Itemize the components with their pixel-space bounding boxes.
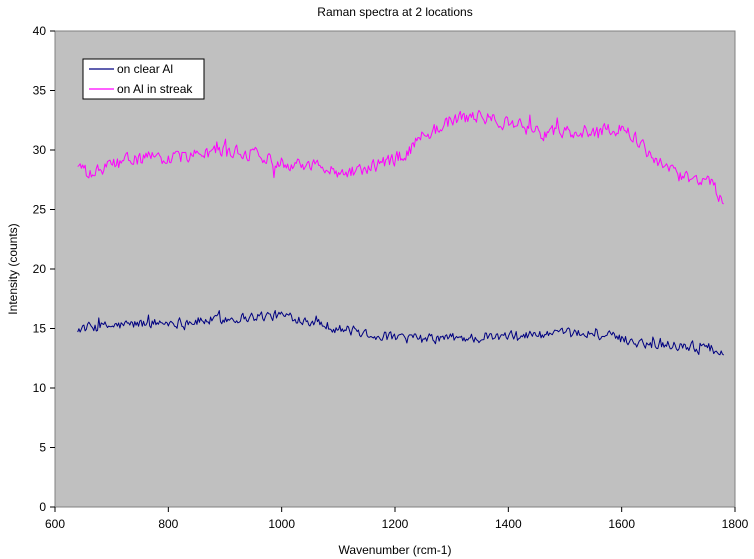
x-tick-label: 1800 [722,517,749,531]
y-tick-label: 40 [33,24,47,38]
series-line-streak-al [77,109,724,205]
x-tick-label: 1000 [268,517,295,531]
x-tick-label: 800 [158,517,178,531]
x-tick-label: 1400 [495,517,522,531]
x-tick-label: 600 [45,517,65,531]
y-axis-ticks: 0 5 10 15 20 25 30 35 40 [33,24,55,514]
x-tick-label: 1600 [608,517,635,531]
y-tick-label: 0 [39,500,46,514]
legend-box [82,58,205,100]
y-tick-label: 15 [33,322,47,336]
series-line-clear-al [77,310,724,356]
legend-label-clear-al: on clear Al [117,62,173,76]
plot-area [54,30,736,508]
y-tick-label: 30 [33,143,47,157]
x-axis-ticks: 600 800 1000 1200 1400 1600 1800 [45,507,749,531]
y-tick-label: 35 [33,84,47,98]
x-axis-title: Wavenumber (rcm-1) [339,543,452,557]
x-tick-label: 1200 [382,517,409,531]
y-tick-label: 20 [33,262,47,276]
y-tick-label: 5 [39,441,46,455]
series-group [77,109,724,356]
y-tick-label: 25 [33,203,47,217]
y-tick-label: 10 [33,381,47,395]
legend-label-streak-al: on Al in streak [117,82,193,96]
y-axis-title: Intensity (counts) [6,223,20,314]
chart-title: Raman spectra at 2 locations [317,5,472,19]
legend: on clear Al on Al in streak [82,58,205,100]
